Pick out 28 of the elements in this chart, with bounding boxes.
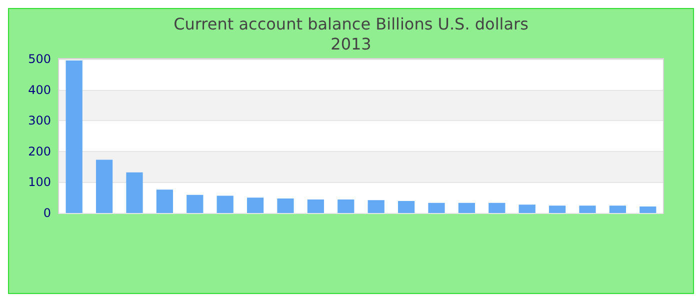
bar	[277, 198, 294, 213]
bar	[458, 202, 476, 213]
bar	[126, 172, 143, 213]
bar	[66, 60, 82, 213]
chart-title: Current account balance Billions U.S. dollars	[174, 14, 528, 34]
bar	[96, 160, 113, 213]
bar	[579, 206, 596, 213]
bar	[307, 199, 324, 213]
y-tick-label: 200	[28, 144, 51, 158]
bar	[156, 190, 174, 213]
bar	[398, 200, 415, 213]
bar	[609, 206, 626, 213]
bar	[518, 204, 536, 213]
bar	[186, 194, 204, 213]
bar	[548, 206, 566, 213]
bar	[338, 199, 354, 213]
y-tick-label: 500	[28, 52, 51, 66]
y-tick-label: 100	[28, 175, 51, 190]
bar	[216, 196, 234, 213]
bar	[640, 206, 656, 213]
bar	[428, 202, 445, 213]
y-tick-label: 0	[43, 206, 51, 220]
bar	[246, 198, 264, 213]
y-tick-label: 300	[28, 114, 51, 128]
bar	[368, 200, 384, 213]
bar	[488, 202, 506, 213]
chart-subtitle: 2013	[330, 34, 372, 54]
y-tick-label: 400	[28, 82, 51, 97]
